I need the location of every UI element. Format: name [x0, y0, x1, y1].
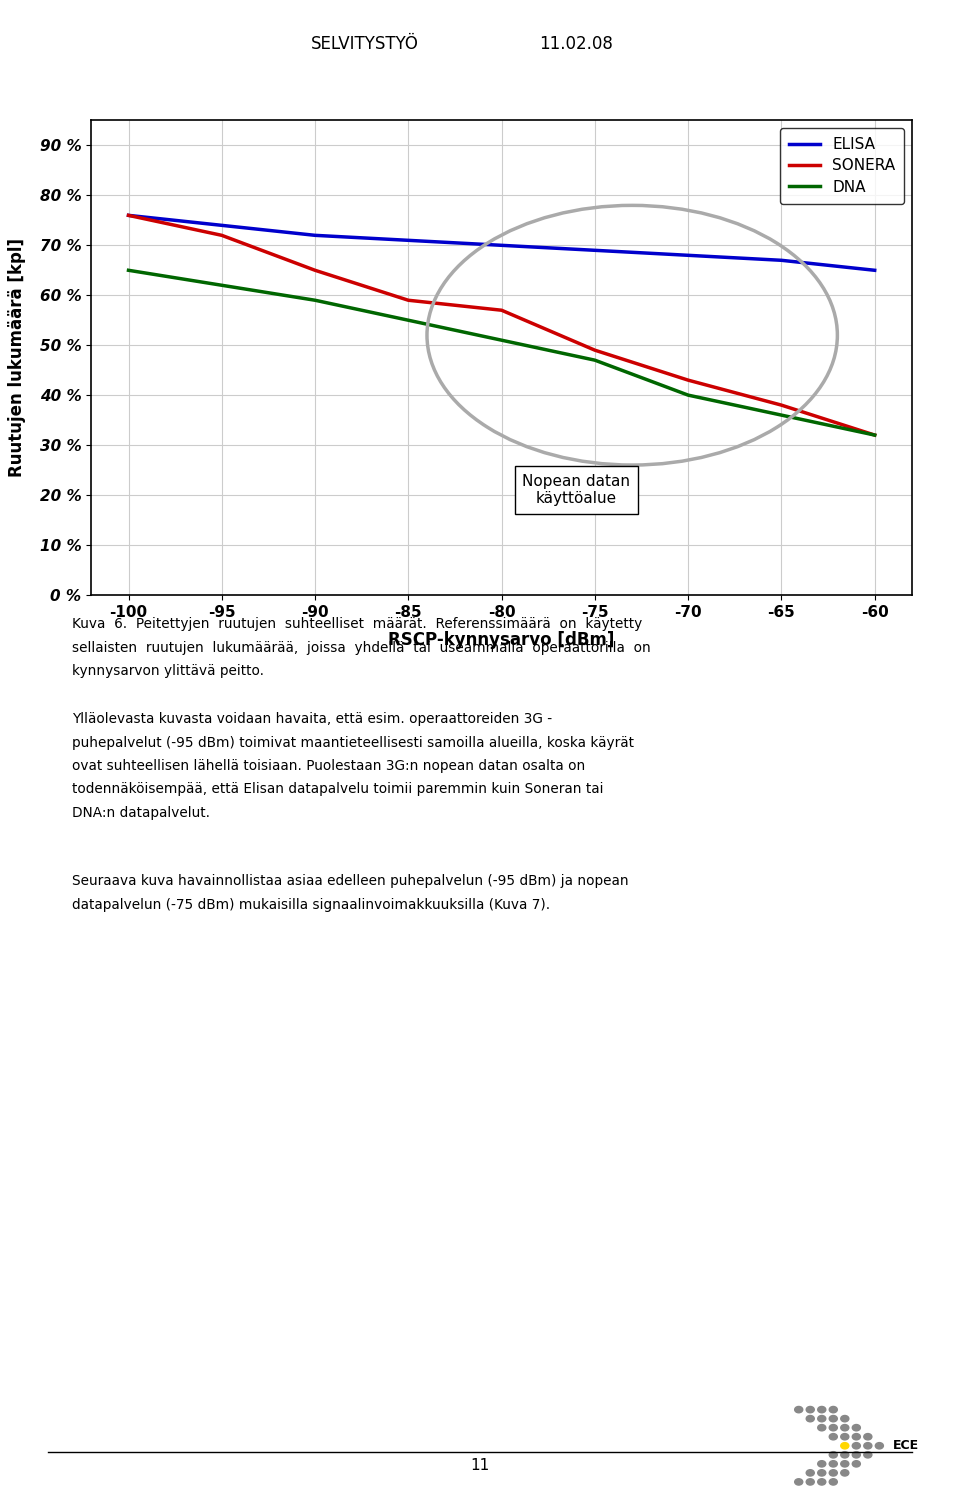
Circle shape [841, 1416, 849, 1422]
Circle shape [818, 1425, 826, 1431]
Text: Seuraava kuva havainnollistaa asiaa edelleen puhepalvelun (-95 dBm) ja nopean: Seuraava kuva havainnollistaa asiaa edel… [72, 875, 629, 889]
Circle shape [864, 1452, 872, 1458]
Circle shape [864, 1434, 872, 1440]
Text: Kuva  6.  Peitettyjen  ruutujen  suhteelliset  määrät.  Referenssimäärä  on  käy: Kuva 6. Peitettyjen ruutujen suhteellise… [72, 617, 642, 631]
Circle shape [806, 1416, 814, 1422]
Text: ovat suhteellisen lähellä toisiaan. Puolestaan 3G:n nopean datan osalta on: ovat suhteellisen lähellä toisiaan. Puol… [72, 759, 586, 773]
Text: ECE: ECE [893, 1440, 920, 1452]
Circle shape [829, 1452, 837, 1458]
ELISA [589, 241, 601, 259]
Circle shape [841, 1452, 849, 1458]
DNA [216, 276, 228, 294]
Line: ELISA: ELISA [129, 215, 875, 270]
Circle shape [852, 1443, 860, 1449]
DNA [123, 261, 134, 279]
Text: kynnysarvon ylittävä peitto.: kynnysarvon ylittävä peitto. [72, 664, 264, 678]
Circle shape [864, 1443, 872, 1449]
Circle shape [818, 1461, 826, 1467]
Text: SELVITYSTYÖ: SELVITYSTYÖ [311, 35, 419, 53]
SONERA [402, 291, 414, 309]
Circle shape [806, 1479, 814, 1485]
DNA [683, 386, 694, 404]
Circle shape [852, 1425, 860, 1431]
Circle shape [818, 1470, 826, 1476]
SONERA [216, 226, 228, 244]
Circle shape [829, 1434, 837, 1440]
Circle shape [852, 1434, 860, 1440]
Circle shape [806, 1470, 814, 1476]
SONERA [309, 261, 321, 279]
ELISA [683, 247, 694, 265]
ELISA [869, 261, 880, 279]
Circle shape [829, 1461, 837, 1467]
Text: DNA:n datapalvelut.: DNA:n datapalvelut. [72, 806, 210, 819]
ELISA [123, 206, 134, 224]
SONERA [776, 396, 787, 414]
Circle shape [818, 1479, 826, 1485]
Circle shape [841, 1443, 849, 1449]
Y-axis label: Ruutujen lukumäärä [kpl]: Ruutujen lukumäärä [kpl] [8, 238, 26, 477]
ELISA [402, 232, 414, 250]
Circle shape [829, 1425, 837, 1431]
Circle shape [852, 1452, 860, 1458]
Text: datapalvelun (-75 dBm) mukaisilla signaalinvoimakkuuksilla (Kuva 7).: datapalvelun (-75 dBm) mukaisilla signaa… [72, 898, 550, 911]
ELISA [496, 236, 508, 255]
Text: 11.02.08: 11.02.08 [540, 35, 612, 53]
SONERA [589, 342, 601, 360]
DNA [496, 331, 508, 349]
DNA [869, 426, 880, 444]
Text: todennäköisempää, että Elisan datapalvelu toimii paremmin kuin Soneran tai: todennäköisempää, että Elisan datapalvel… [72, 783, 604, 797]
SONERA [496, 301, 508, 319]
Circle shape [806, 1407, 814, 1413]
Circle shape [876, 1443, 883, 1449]
ELISA [309, 226, 321, 244]
Circle shape [841, 1470, 849, 1476]
X-axis label: RSCP-kynnysarvo [dBm]: RSCP-kynnysarvo [dBm] [389, 631, 614, 649]
Circle shape [818, 1407, 826, 1413]
SONERA [683, 370, 694, 389]
Legend: ELISA, SONERA, DNA: ELISA, SONERA, DNA [780, 128, 904, 203]
Circle shape [852, 1461, 860, 1467]
Circle shape [795, 1407, 803, 1413]
Line: SONERA: SONERA [129, 215, 875, 435]
Circle shape [841, 1434, 849, 1440]
Text: 11: 11 [470, 1458, 490, 1473]
Line: DNA: DNA [129, 270, 875, 435]
Circle shape [841, 1461, 849, 1467]
SONERA [123, 206, 134, 224]
Circle shape [841, 1425, 849, 1431]
Circle shape [795, 1479, 803, 1485]
DNA [776, 407, 787, 425]
SONERA [869, 426, 880, 444]
Text: Nopean datan
käyttöalue: Nopean datan käyttöalue [522, 474, 630, 506]
DNA [589, 351, 601, 369]
Text: sellaisten  ruutujen  lukumäärää,  joissa  yhdellä  tai  useammalla  operaattori: sellaisten ruutujen lukumäärää, joissa y… [72, 642, 651, 655]
Circle shape [829, 1479, 837, 1485]
ELISA [216, 217, 228, 235]
Circle shape [829, 1470, 837, 1476]
ELISA [776, 252, 787, 270]
Circle shape [818, 1416, 826, 1422]
Circle shape [829, 1407, 837, 1413]
DNA [309, 291, 321, 309]
Circle shape [829, 1416, 837, 1422]
Text: puhepalvelut (-95 dBm) toimivat maantieteellisesti samoilla alueilla, koska käyr: puhepalvelut (-95 dBm) toimivat maantiet… [72, 736, 634, 750]
Text: Ylläolevasta kuvasta voidaan havaita, että esim. operaattoreiden 3G -: Ylläolevasta kuvasta voidaan havaita, et… [72, 712, 552, 726]
DNA [402, 312, 414, 330]
